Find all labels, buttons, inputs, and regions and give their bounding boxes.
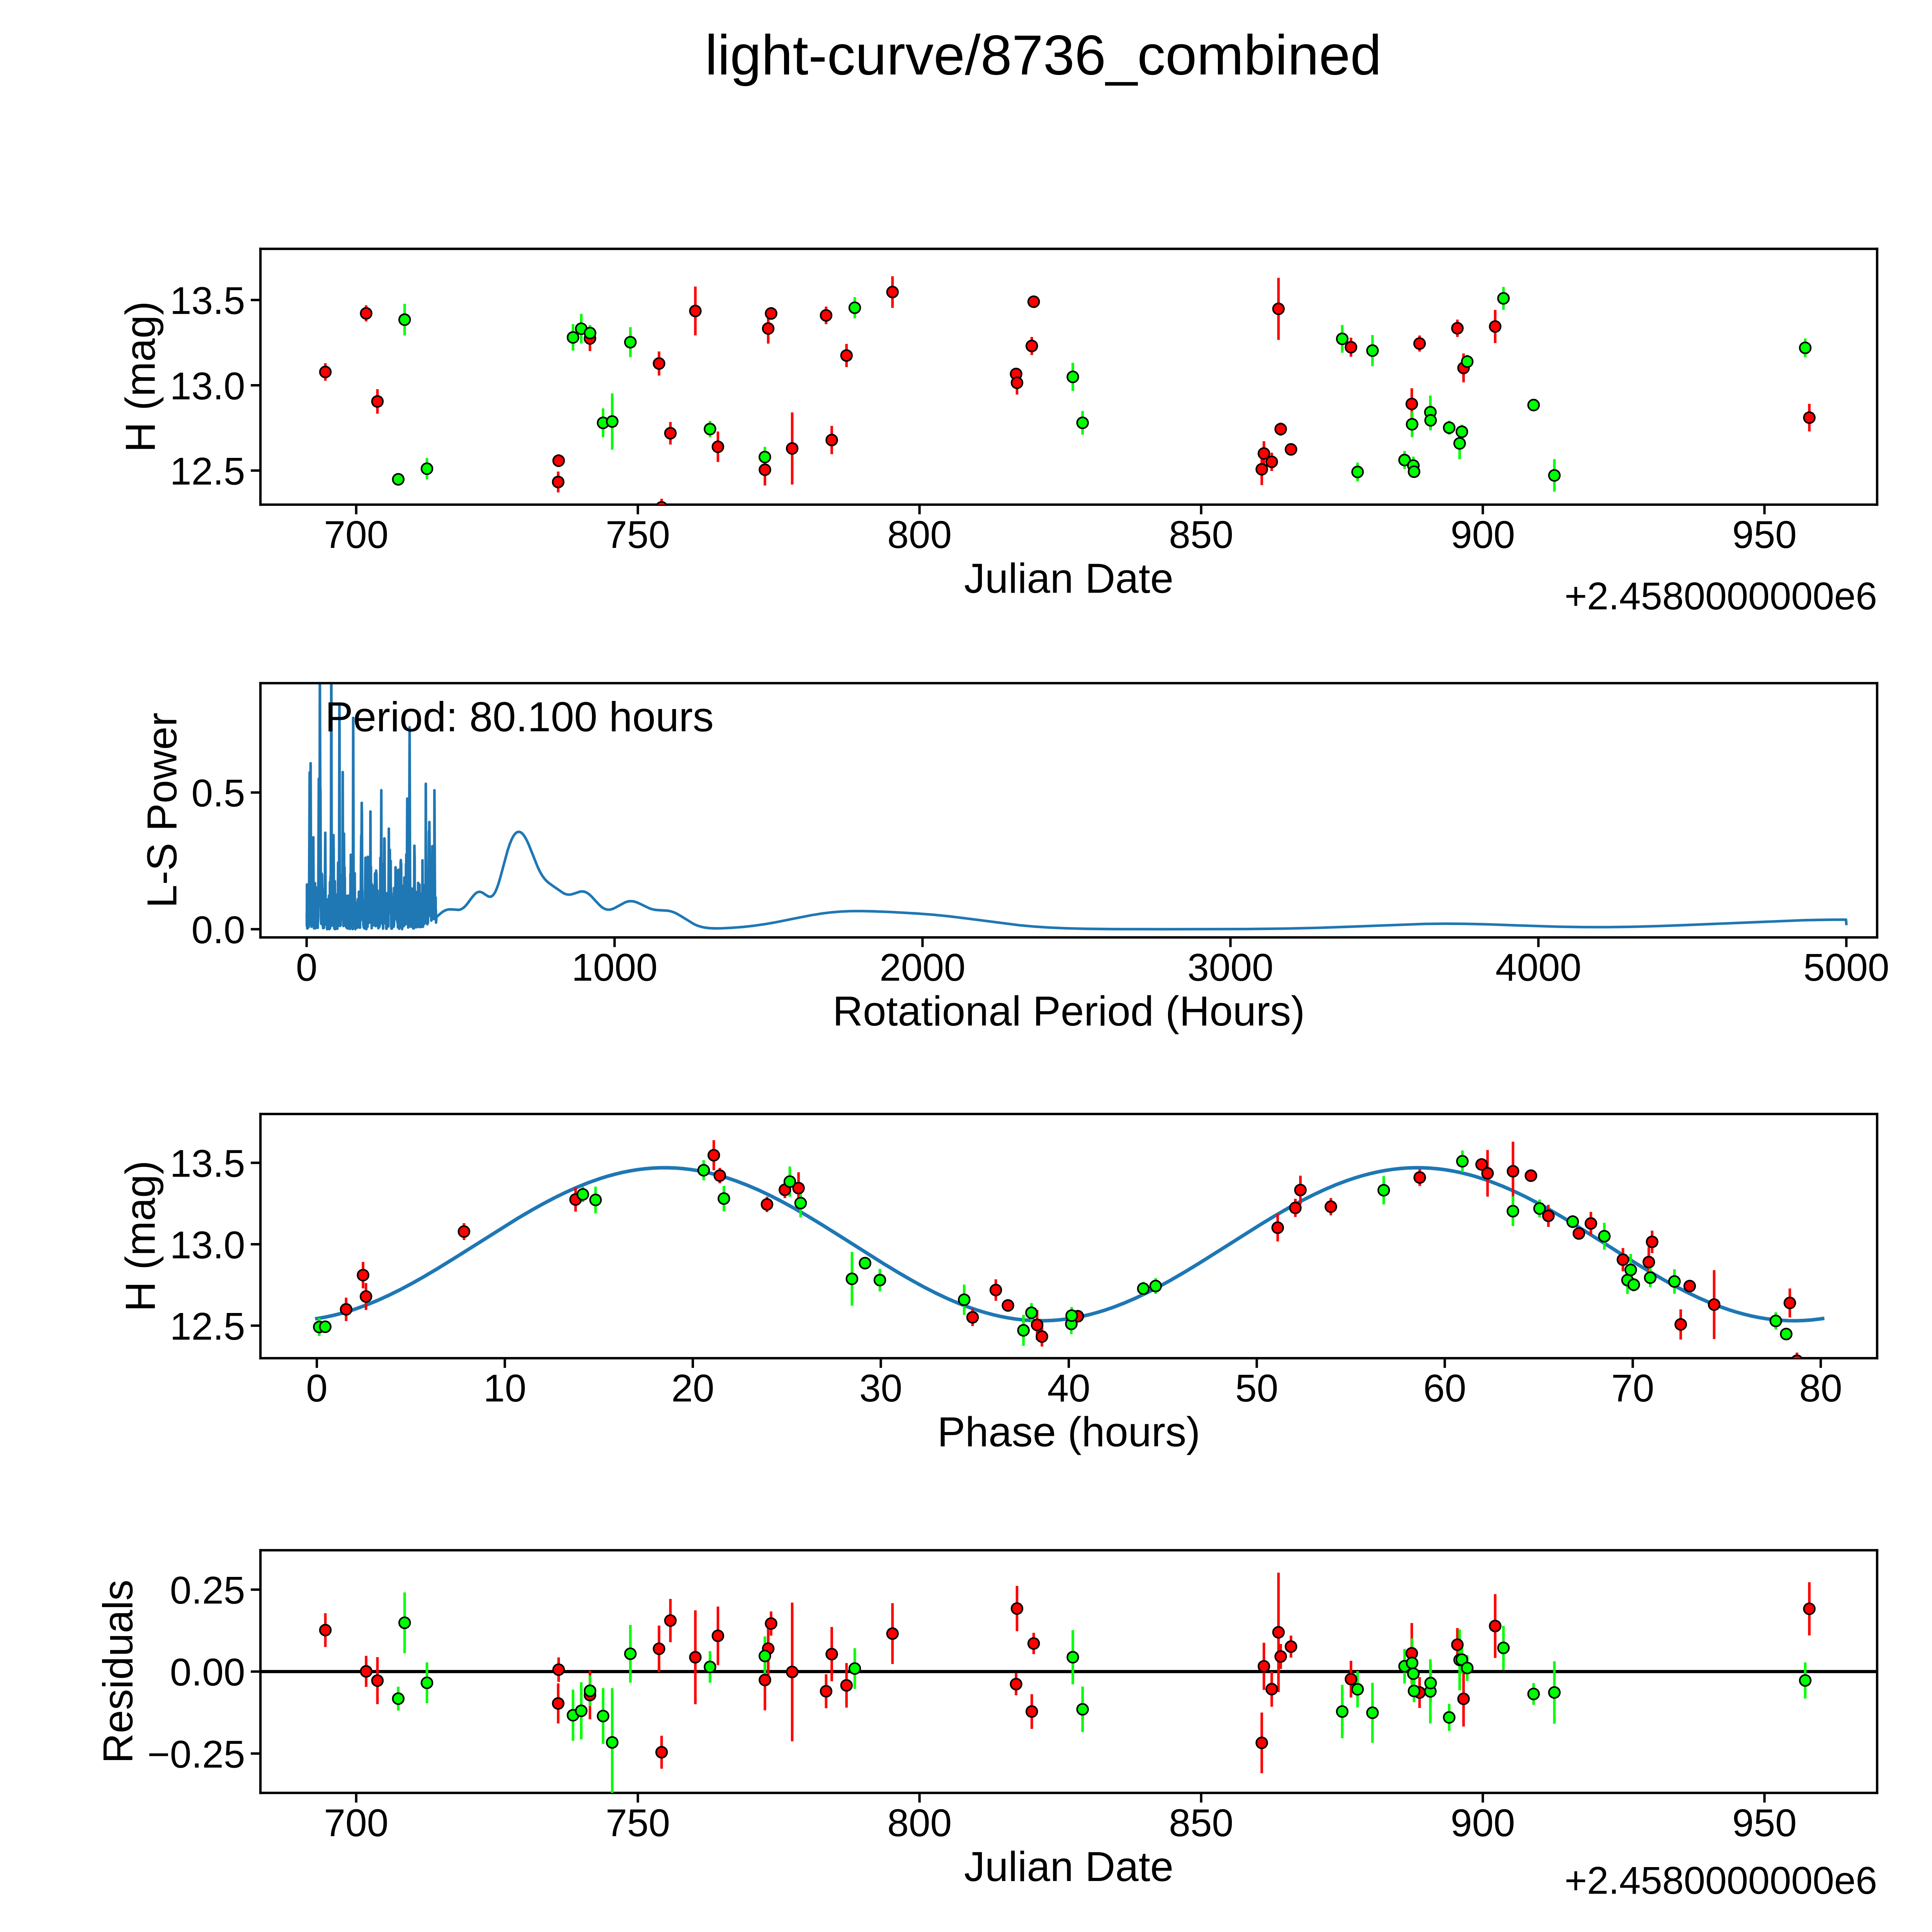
svg-text:Phase (hours): Phase (hours) <box>937 1408 1200 1455</box>
svg-text:Period: 80.100 hours: Period: 80.100 hours <box>325 694 714 740</box>
svg-text:light-curve/8736_combined: light-curve/8736_combined <box>705 24 1381 87</box>
svg-text:700: 700 <box>324 1801 388 1845</box>
svg-text:12.5: 12.5 <box>170 1305 245 1348</box>
svg-text:12.5: 12.5 <box>170 450 245 493</box>
svg-text:1000: 1000 <box>571 946 657 989</box>
svg-text:0: 0 <box>306 1367 328 1410</box>
svg-text:70: 70 <box>1611 1367 1654 1410</box>
svg-text:850: 850 <box>1169 513 1233 556</box>
svg-text:4000: 4000 <box>1495 946 1581 989</box>
svg-text:0.00: 0.00 <box>170 1651 245 1694</box>
svg-text:900: 900 <box>1451 1801 1515 1845</box>
svg-text:700: 700 <box>324 513 388 556</box>
svg-text:0: 0 <box>296 946 318 989</box>
svg-text:750: 750 <box>605 513 670 556</box>
svg-text:Julian Date: Julian Date <box>964 1843 1173 1890</box>
svg-text:+2.4580000000e6: +2.4580000000e6 <box>1565 575 1877 618</box>
svg-text:Rotational Period (Hours): Rotational Period (Hours) <box>833 988 1305 1034</box>
svg-text:900: 900 <box>1451 513 1515 556</box>
svg-text:0.5: 0.5 <box>191 772 245 815</box>
svg-text:950: 950 <box>1732 1801 1797 1845</box>
svg-text:80: 80 <box>1799 1367 1842 1410</box>
svg-text:20: 20 <box>671 1367 714 1410</box>
svg-text:13.5: 13.5 <box>170 279 245 323</box>
svg-text:40: 40 <box>1047 1367 1090 1410</box>
svg-text:800: 800 <box>887 513 952 556</box>
svg-text:−0.25: −0.25 <box>147 1733 245 1776</box>
svg-text:13.0: 13.0 <box>170 1223 245 1267</box>
svg-text:0.0: 0.0 <box>191 908 245 952</box>
svg-text:2000: 2000 <box>879 946 965 989</box>
svg-text:5000: 5000 <box>1803 946 1889 989</box>
svg-text:Julian Date: Julian Date <box>964 555 1173 602</box>
svg-text:H (mag): H (mag) <box>117 301 164 452</box>
svg-text:800: 800 <box>887 1801 952 1845</box>
svg-text:13.5: 13.5 <box>170 1142 245 1185</box>
svg-text:30: 30 <box>859 1367 902 1410</box>
svg-text:3000: 3000 <box>1187 946 1273 989</box>
svg-text:950: 950 <box>1732 513 1797 556</box>
svg-text:50: 50 <box>1235 1367 1278 1410</box>
svg-text:60: 60 <box>1423 1367 1466 1410</box>
svg-text:10: 10 <box>483 1367 526 1410</box>
svg-text:750: 750 <box>605 1801 670 1845</box>
svg-text:13.0: 13.0 <box>170 364 245 408</box>
svg-text:Residuals: Residuals <box>94 1580 141 1764</box>
svg-text:H (mag): H (mag) <box>117 1160 164 1311</box>
svg-text:850: 850 <box>1169 1801 1233 1845</box>
svg-text:+2.4580000000e6: +2.4580000000e6 <box>1565 1859 1877 1902</box>
svg-text:0.25: 0.25 <box>170 1569 245 1612</box>
svg-text:L-S Power: L-S Power <box>138 713 185 908</box>
